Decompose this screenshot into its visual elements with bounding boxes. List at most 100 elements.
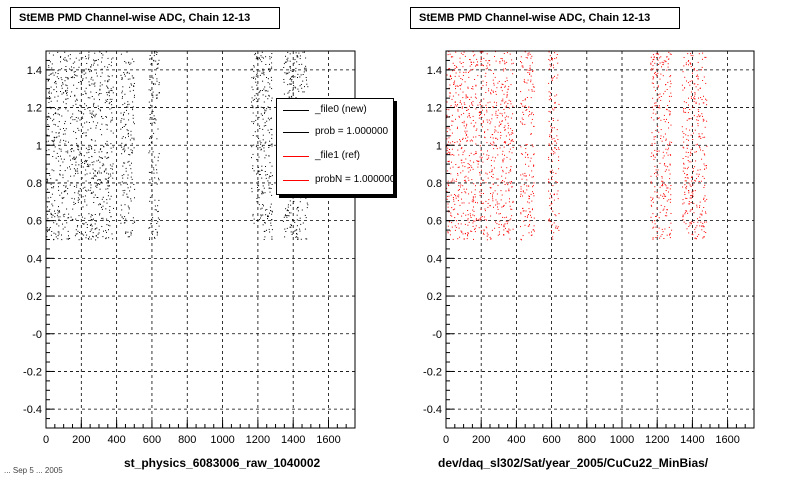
- data-point: [698, 136, 700, 138]
- data-point: [548, 51, 550, 53]
- data-point: [94, 149, 96, 151]
- data-point: [153, 83, 155, 85]
- data-point: [529, 74, 531, 75]
- data-point: [501, 224, 502, 226]
- data-point: [688, 60, 690, 61]
- data-point: [467, 163, 469, 164]
- data-point: [662, 151, 664, 153]
- data-point: [65, 59, 67, 61]
- data-point: [101, 198, 103, 200]
- data-point: [651, 106, 653, 108]
- data-point: [149, 200, 151, 202]
- data-point: [74, 159, 76, 160]
- data-point: [95, 113, 97, 115]
- data-point: [505, 190, 507, 192]
- data-point: [97, 59, 99, 61]
- data-point: [684, 191, 686, 193]
- data-point: [78, 198, 80, 200]
- data-point: [512, 228, 514, 230]
- data-point: [265, 209, 266, 211]
- data-point: [269, 187, 271, 189]
- data-point: [288, 91, 290, 93]
- data-point: [491, 169, 493, 171]
- data-point: [49, 227, 51, 228]
- data-point: [108, 76, 110, 78]
- data-point: [552, 171, 554, 173]
- data-point: [695, 86, 697, 88]
- data-point: [102, 54, 104, 56]
- data-point: [451, 215, 453, 217]
- data-point: [251, 68, 253, 70]
- data-point: [55, 179, 57, 181]
- data-point: [93, 59, 94, 61]
- data-point: [666, 108, 668, 110]
- data-point: [651, 82, 653, 84]
- data-point: [110, 143, 112, 145]
- data-point: [297, 73, 299, 75]
- data-point: [459, 71, 461, 73]
- data-point: [450, 194, 452, 196]
- data-point: [490, 92, 491, 94]
- data-point: [480, 229, 482, 231]
- data-point: [694, 93, 696, 95]
- data-point: [665, 195, 667, 197]
- data-point: [551, 138, 553, 140]
- data-point: [152, 180, 154, 182]
- data-point: [61, 115, 63, 117]
- data-point: [703, 187, 705, 188]
- data-point: [533, 164, 535, 166]
- left-x-axis-title: st_physics_6083006_raw_1040002: [124, 456, 321, 470]
- data-point: [108, 90, 110, 92]
- data-point: [87, 238, 89, 239]
- data-point: [653, 138, 655, 140]
- data-point: [686, 198, 688, 199]
- data-point: [487, 206, 489, 208]
- data-point: [260, 217, 261, 219]
- data-point: [151, 194, 153, 196]
- data-point: [507, 116, 509, 118]
- data-point: [510, 140, 512, 142]
- data-point: [85, 231, 86, 233]
- data-point: [689, 129, 691, 131]
- data-point: [481, 51, 483, 53]
- data-point: [63, 58, 64, 60]
- data-point: [529, 174, 530, 176]
- data-point: [106, 231, 107, 233]
- data-point: [659, 78, 661, 80]
- data-point: [132, 101, 134, 103]
- data-point: [464, 55, 466, 57]
- data-point: [289, 200, 291, 202]
- data-point: [255, 58, 257, 60]
- data-point: [271, 184, 273, 185]
- data-point: [665, 139, 667, 141]
- data-point: [265, 141, 267, 143]
- data-point: [699, 136, 701, 138]
- data-point: [107, 57, 109, 59]
- legend-label-prob: prob = 1.000000: [315, 126, 389, 137]
- data-point: [122, 86, 124, 88]
- data-point: [451, 222, 453, 224]
- data-point: [76, 156, 77, 158]
- data-point: [703, 76, 705, 78]
- data-point: [67, 150, 69, 152]
- data-point: [694, 95, 696, 97]
- data-point: [108, 64, 110, 65]
- data-point: [509, 142, 511, 144]
- data-point: [72, 105, 74, 107]
- data-point: [474, 79, 476, 80]
- data-point: [289, 226, 291, 228]
- data-point: [493, 107, 494, 109]
- data-point: [77, 225, 79, 226]
- data-point: [71, 91, 73, 93]
- data-point: [557, 190, 559, 192]
- data-point: [121, 118, 123, 120]
- data-point: [655, 129, 657, 131]
- data-point: [555, 140, 556, 142]
- data-point: [264, 86, 266, 88]
- data-point: [666, 209, 668, 211]
- data-point: [455, 195, 456, 197]
- data-point: [255, 146, 257, 148]
- data-point: [302, 51, 304, 53]
- data-point: [295, 229, 297, 231]
- data-point: [693, 221, 695, 223]
